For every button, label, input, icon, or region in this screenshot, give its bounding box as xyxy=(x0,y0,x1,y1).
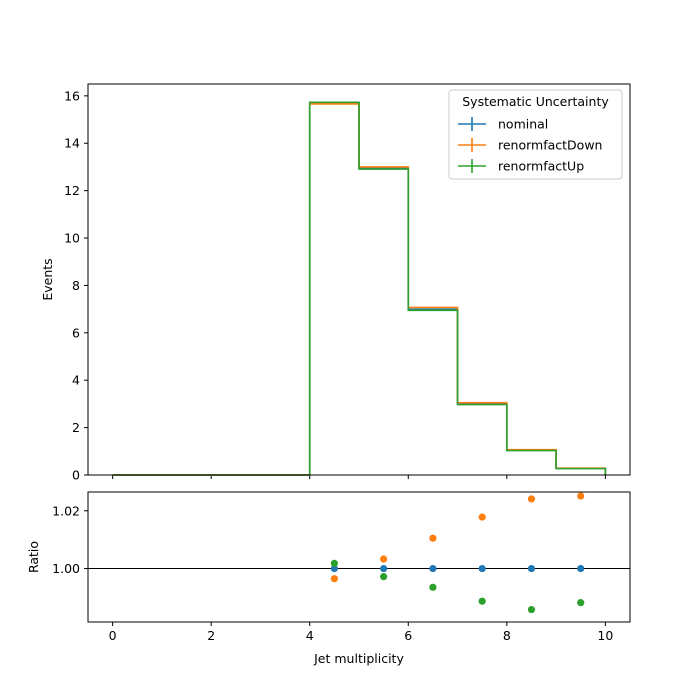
legend-title: Systematic Uncertainty xyxy=(462,94,609,109)
top-y-tick-label: 0 xyxy=(72,468,80,483)
ratio-point-renormfactUp xyxy=(478,597,486,605)
top-y-tick-label: 12 xyxy=(64,183,80,198)
legend-box xyxy=(448,89,623,180)
legend: Systematic Uncertainty nominal renormfactD… xyxy=(448,89,623,180)
ratio-point-nominal xyxy=(478,564,486,573)
top-y-tick-label: 14 xyxy=(64,136,80,151)
bottom-x-tick-label: 4 xyxy=(306,628,314,643)
legend-label-nominal: nominal xyxy=(498,117,548,132)
ratio-point-renormfactUp xyxy=(330,559,338,567)
events-plot: 0 2 4 6 8 10 12 14 16 Events Systematic Uncertaint… xyxy=(40,83,631,483)
top-y-tick-label: 10 xyxy=(64,231,80,246)
top-y-tick-label: 8 xyxy=(72,278,80,293)
ratio-point-renormfactDown xyxy=(577,492,585,500)
top-y-tick-label: 16 xyxy=(64,88,80,103)
ratio-point-renormfactDown xyxy=(478,513,486,521)
ratio-point-nominal xyxy=(527,564,536,573)
bottom-y-tick-label: 1.00 xyxy=(52,561,80,576)
bottom-x-tick-label: 8 xyxy=(503,628,511,643)
legend-label-renormfactDown: renormfactDown xyxy=(498,138,602,153)
top-y-tick-label: 4 xyxy=(72,373,80,388)
top-y-tick-label: 2 xyxy=(72,420,80,435)
ratio-plot: 0 2 4 6 8 10 1.00 1.02 Jet multiplicity Ratio xyxy=(26,491,631,666)
ratio-point-renormfactUp xyxy=(527,605,536,614)
bottom-x-tick-label: 2 xyxy=(207,628,215,643)
top-y-axis-label: Events xyxy=(40,258,55,300)
ratio-point-nominal xyxy=(380,564,388,573)
bottom-x-tick-label: 10 xyxy=(597,628,613,643)
bottom-axes-frame xyxy=(87,491,631,623)
bottom-x-tick-label: 6 xyxy=(404,628,412,643)
top-y-tick-label: 6 xyxy=(72,325,80,340)
ratio-point-renormfactDown xyxy=(429,534,437,542)
ratio-point-renormfactUp xyxy=(380,573,388,581)
x-axis-label: Jet multiplicity xyxy=(313,651,404,666)
bottom-y-axis-label: Ratio xyxy=(26,541,41,573)
ratio-point-renormfactDown xyxy=(380,555,388,563)
ratio-point-nominal xyxy=(330,564,338,573)
ratio-point-renormfactUp xyxy=(577,599,585,607)
bottom-y-tick-label: 1.02 xyxy=(52,503,80,518)
top-axes-frame xyxy=(87,83,631,476)
ratio-point-renormfactDown xyxy=(330,575,338,583)
ratio-point-renormfactDown xyxy=(527,495,536,503)
bottom-x-tick-label: 0 xyxy=(109,628,117,643)
ratio-point-nominal xyxy=(429,564,437,573)
ratio-point-renormfactUp xyxy=(429,583,437,591)
legend-label-renormfactUp: renormfactUp xyxy=(498,159,584,174)
ratio-point-nominal xyxy=(577,564,585,573)
